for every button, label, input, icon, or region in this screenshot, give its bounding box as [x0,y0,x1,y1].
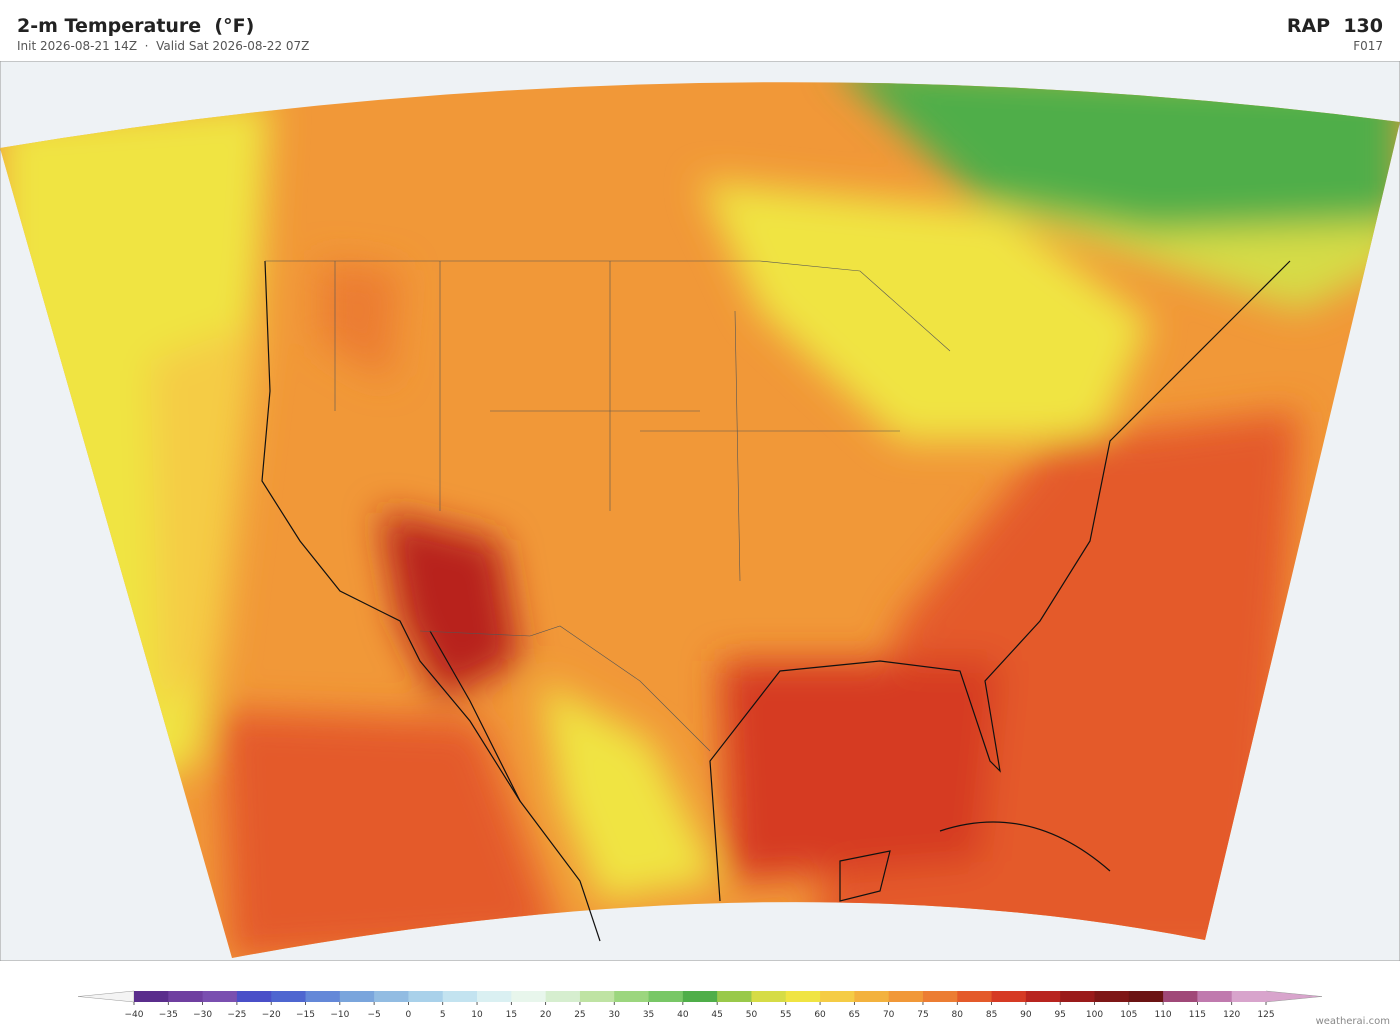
coastline-west [261,260,601,942]
state-lines [334,261,900,582]
colorbar-segment [854,991,890,1002]
colorbar-tick-label: 85 [986,1010,997,1020]
colorbar-segment [957,991,993,1002]
colorbar-segment [1128,991,1164,1002]
field-desert [380,511,520,701]
colorbar-segment [922,991,958,1002]
colorbar-segment [1094,991,1130,1002]
colorbar-tick-label: 120 [1223,1010,1240,1020]
colorbar-segment [614,991,650,1002]
colorbar-tick-label: 15 [506,1010,517,1020]
colorbar-segment [339,991,375,1002]
colorbar-segment [888,991,924,1002]
colorbar-tick-label: −10 [330,1010,349,1020]
colorbar-tick-label: 110 [1154,1010,1171,1020]
colorbar-segment [682,991,718,1002]
colorbar-tick-label: 55 [780,1010,791,1020]
model-label: RAP 130 [1286,15,1383,37]
colorbar-tick-label: 25 [574,1010,585,1020]
colorbar-segment [785,991,821,1002]
colorbar-segment [1025,991,1061,1002]
colorbar-tick-label: 105 [1120,1010,1137,1020]
colorbar-segment [1231,991,1267,1002]
colorbar-tick-label: 80 [952,1010,964,1020]
colorbar-tick-label: 20 [540,1010,552,1020]
colorbar-tick-label: 60 [814,1010,826,1020]
field-great-lakes [700,181,1150,441]
colorbar: −40 −35 −30 −25 −20 −15 −10 −5 0 5 10 15 20 25 30 35 40 4… [77,990,1323,1020]
colorbar-tick-label: 70 [883,1010,895,1020]
colorbar-tick-label: −5 [367,1010,380,1020]
colorbar-segment [477,991,512,1002]
colorbar-segment [717,991,752,1002]
colorbar-tick-label: 40 [677,1010,689,1020]
field-gulf [720,661,1000,881]
border-us-mexico [419,625,711,752]
colorbar-tick-label: 5 [440,1010,446,1020]
temperature-field [0,82,1400,958]
map [0,61,1400,961]
colorbar-tick-label: −25 [227,1010,246,1020]
field-pacific-2 [150,321,260,711]
colorbar-segment [305,991,341,1002]
subtitle: Init 2026-08-21 14Z · Valid Sat 2026-08-… [17,39,310,53]
credit: weatherai.com [1315,1016,1390,1027]
colorbar-segment [271,991,307,1002]
colorbar-tick-label: 50 [746,1010,758,1020]
colorbar-tick-label: 100 [1086,1010,1103,1020]
colorbar-segment [751,991,787,1002]
forecast-hour: F017 [1353,39,1383,53]
colorbar-tick-label: −40 [125,1010,144,1020]
colorbar-tick-label: 10 [471,1010,483,1020]
colorbar-segment [374,991,409,1002]
borders [265,260,951,752]
colorbar-tick-label: 35 [643,1010,654,1020]
colorbar-segment [202,991,238,1002]
colorbar-segment [545,991,581,1002]
colorbar-under [77,990,135,1003]
colorbar-tick-label: 125 [1257,1010,1274,1020]
colorbar-tick-label: −30 [193,1010,212,1020]
coastline-baja [429,630,521,802]
colorbar-tick-label: 115 [1189,1010,1206,1020]
colorbar-segment [408,991,444,1002]
colorbar-over [1265,990,1323,1003]
colorbar-segment [511,991,547,1002]
colorbar-tick-label: 90 [1020,1010,1032,1020]
colorbar-tick-label: 95 [1054,1010,1065,1020]
field-sierra-madre [540,681,720,901]
colorbar-tick-label: −20 [262,1010,281,1020]
colorbar-tick-label: 45 [711,1010,722,1020]
field-northwest [320,261,400,381]
colorbar-tick-label: 30 [609,1010,621,1020]
field-pacific-south [220,711,560,958]
coastline-yucatan [839,850,891,902]
coastline-cuba [939,821,1111,872]
colorbar-segment [236,991,272,1002]
title: 2-m Temperature (°F) [17,15,255,37]
border-us-canada [265,260,951,352]
coastline-east [709,260,1291,902]
colorbar-segment [168,991,204,1002]
colorbar-segment [1197,991,1233,1002]
colorbar-segment [1163,991,1198,1002]
colorbar-segment [991,991,1027,1002]
colorbar-tick-label: 0 [406,1010,412,1020]
colorbar-tick-label: 75 [917,1010,928,1020]
colorbar-segment [579,991,615,1002]
colorbar-segment [820,991,855,1002]
colorbar-segment [442,991,478,1002]
coastlines [261,260,1291,942]
colorbar-segment [648,991,684,1002]
colorbar-tick-label: −15 [296,1010,315,1020]
colorbar-segment [134,991,169,1002]
colorbar-tick-label: 65 [849,1010,860,1020]
colorbar-segment [1060,991,1095,1002]
colorbar-tick-label: −35 [159,1010,178,1020]
